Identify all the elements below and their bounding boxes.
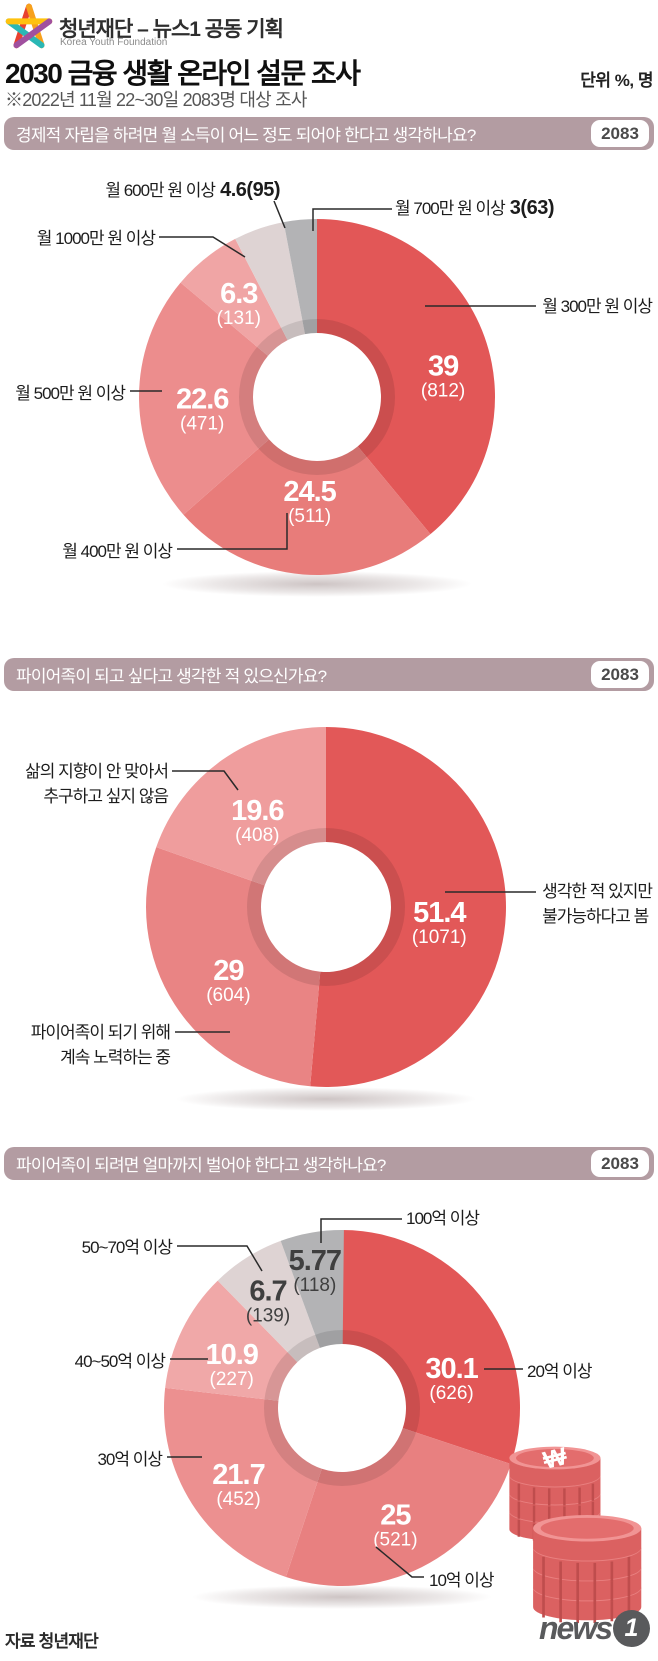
slice-ext-label: 월 400만 원 이상 [62,542,173,561]
unit-note: 단위 %, 명 [580,71,653,90]
slice-ext-label: 월 500만 원 이상 [15,384,126,403]
news1-logo-badge-icon: 1 [613,1610,650,1647]
slice-value-label: 5.77 [289,1245,341,1277]
slice-ext-label: 50~70억 이상 [81,1238,173,1257]
leader-line [320,1218,402,1243]
donut-3-slice-1 [342,1230,520,1465]
news1-logo: news 1 [539,1610,650,1647]
donut-3-ground-shadow [192,1585,492,1609]
slice-value-label: 19.6 [231,795,284,827]
donut-1-slice-2 [183,439,431,576]
slice-ext-label: 월 300만 원 이상 [542,297,653,316]
donut-3-slice-3 [164,1387,322,1577]
question-text-1: 경제적 자립을 하려면 월 소득이 어느 정도 되어야 한다고 생각하나요? [16,126,476,145]
leader-line [273,200,286,229]
slice-value-label: 24.5 [283,476,336,508]
respondents-badge-2: 2083 [591,661,649,688]
slice-value-label: 51.4 [413,897,466,929]
slice-value-label: 25 [380,1500,411,1532]
slice-value-label: 22.6 [176,383,229,415]
donut-1-slice-3 [138,282,269,515]
donut-2-inner-ring-shadow [247,828,405,986]
korea-youth-foundation-logo-icon [5,3,53,49]
slice-value-label: 6.7 [249,1276,286,1308]
slice-count-label: (227) [210,1369,254,1390]
respondents-badge-1: 2083 [591,120,649,147]
question-bar-3: 파이어족이 되려면 얼마까지 벌어야 한다고 생각하나요? 2083 [4,1147,654,1180]
leader-line [177,1245,263,1272]
donut-2-slice-1 [310,727,506,1087]
slice-ext-label: 삶의 지향이 안 맞아서 추구하고 싶지 않음 [25,762,169,806]
slice-ext-label: 10억 이상 [429,1571,495,1590]
leader-line [375,1546,424,1578]
slice-value-label: 10.9 [205,1339,258,1371]
donut-3-slice-4 [165,1280,298,1401]
slice-value-label: 21.7 [212,1459,264,1491]
slice-count-label: (626) [429,1383,473,1404]
leader-line [312,208,392,231]
brand-line: 청년재단 – 뉴스1 공동 기획 [59,18,284,41]
leader-line [177,513,288,550]
slice-count-label: (521) [373,1530,417,1551]
donut-1-slice-5 [235,222,306,341]
question-bar-1: 경제적 자립을 하려면 월 소득이 어느 정도 되어야 한다고 생각하나요? 2… [4,117,654,150]
slice-ext-label: 30억 이상 [97,1450,163,1469]
slice-count-label: (118) [293,1275,336,1296]
news1-logo-text: news [538,1610,613,1646]
brand-subtitle: Korea Youth Foundation [60,37,168,48]
slice-ext-label: 월 1000만 원 이상 [36,229,156,248]
leader-line [172,770,239,791]
slice-count-label: (471) [180,413,224,434]
question-bar-2: 파이어족이 되고 싶다고 생각한 적 있으신가요? 2083 [4,658,654,691]
donut-1-slice-1 [317,219,495,535]
coin-stack-icon: ₩ [508,1443,643,1625]
slice-count-label: (511) [288,506,331,527]
donut-2-ground-shadow [176,1087,476,1111]
slice-count-label: (131) [217,308,261,329]
page-title: 2030 금융 생활 온라인 설문 조사 [5,58,361,89]
donut-1-slice-4 [180,238,288,356]
slice-ext-label: 파이어족이 되기 위해 계속 노력하는 중 [30,1023,171,1067]
respondents-badge-3: 2083 [591,1150,649,1177]
slice-count-label: (812) [421,381,465,402]
donut-1-slice-6 [283,219,317,335]
slice-ext-label: 월 700만 원 이상 3(63) [395,197,554,219]
slice-count-label: (604) [206,985,250,1006]
slice-count-label: (139) [246,1306,290,1327]
slice-count-label: (452) [216,1489,260,1510]
slice-count-label: (408) [235,825,279,846]
slice-value-label: 30.1 [425,1353,478,1385]
leader-line [159,236,246,258]
source-note: 자료 청년재단 [5,1632,99,1651]
donut-2-slice-2 [145,847,321,1087]
slice-ext-label: 20억 이상 [527,1362,593,1381]
slice-value-label: 29 [213,955,244,987]
slice-count-label: (1071) [412,927,467,948]
slice-ext-label: 월 600만 원 이상 4.6(95) [105,179,280,201]
donut-2-slice-3 [156,727,326,886]
donut-3-slice-6 [280,1230,344,1348]
slice-value-label: 6.3 [220,278,258,310]
donut-1-inner-ring-shadow [239,319,395,475]
survey-note: ※2022년 11월 22~30일 2083명 대상 조사 [5,90,307,110]
donut-1-ground-shadow [162,571,472,597]
donut-3-slice-2 [285,1428,511,1587]
slice-ext-label: 40~50억 이상 [74,1352,166,1371]
donut-3-slice-5 [217,1240,320,1363]
slice-ext-label: 생각한 적 있지만 불가능하다고 봄 [542,882,653,926]
slice-value-label: 39 [428,351,459,383]
slice-ext-label: 100억 이상 [406,1209,480,1228]
donut-3-inner-ring-shadow [264,1330,420,1486]
question-text-2: 파이어족이 되고 싶다고 생각한 적 있으신가요? [16,667,327,686]
question-text-3: 파이어족이 되려면 얼마까지 벌어야 한다고 생각하나요? [16,1156,386,1175]
